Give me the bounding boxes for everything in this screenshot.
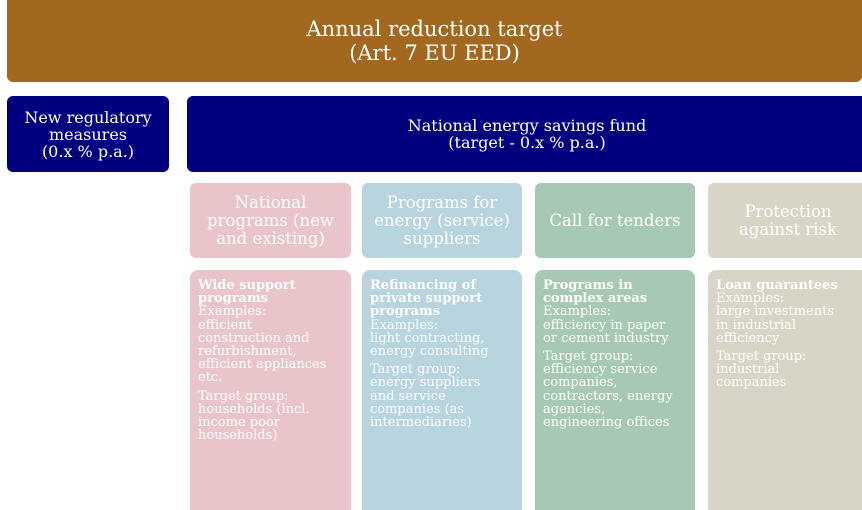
savings-fund-box: National energy savings fund (target - 0.… [187, 96, 862, 172]
example-line: etc. [198, 370, 223, 386]
example-line: Examples: [543, 304, 612, 320]
detail-title: Refinancing of private support programs [370, 279, 516, 319]
header-line: suppliers [403, 228, 481, 248]
title-line: complex areas [543, 291, 648, 307]
text-line: measures [48, 124, 128, 144]
example-line: efficiency in paper [543, 317, 666, 333]
column-header: Call for tenders [535, 183, 695, 258]
column-header: Programs for energy (service) suppliers [362, 183, 522, 258]
target-line: households) [198, 428, 278, 444]
target-line: income poor [198, 415, 280, 431]
example-line: energy consulting [370, 344, 489, 360]
title-line: Loan guarantees [716, 278, 838, 293]
target-line: agencies, [543, 401, 606, 417]
target-line: intermediaries) [370, 415, 472, 431]
target-line: energy suppliers [370, 375, 481, 391]
text-line: National energy savings fund [407, 116, 647, 135]
target-line: efficiency service [543, 362, 658, 378]
text-line: (Art. 7 EU EED) [349, 41, 520, 65]
reduction-target-banner: Annual reduction target (Art. 7 EU EED) [7, 0, 862, 82]
header-line: energy (service) [374, 210, 510, 230]
column-detail: Wide support programs Examples: efficient co… [190, 270, 351, 510]
target-line: companies [716, 375, 787, 391]
header-line: National [234, 192, 307, 212]
examples: Examples: light contracting, energy consul… [370, 317, 516, 360]
target-group: Target group: industrial companies [716, 350, 862, 390]
example-line: Examples: [370, 317, 439, 333]
example-line: or cement industry [543, 330, 669, 346]
title-line: Programs in [543, 278, 633, 293]
example-line: efficiency [716, 330, 780, 346]
example-line: large investments [716, 304, 835, 320]
column-header: Protection against risk [708, 183, 862, 258]
example-line: in industrial [716, 317, 797, 333]
regulatory-measures-box: New regulatory measures (0.x % p.a.) [7, 96, 169, 172]
detail-title: Wide support programs [198, 278, 345, 307]
example-line: light contracting, [370, 330, 485, 346]
example-line: Examples: [198, 304, 267, 320]
header-line: Programs for [386, 192, 498, 212]
text-line: Annual reduction target [306, 17, 563, 41]
target-line: Target group: [370, 362, 461, 378]
header-line: Call for tenders [549, 210, 681, 230]
title-line: private support [370, 291, 483, 307]
text-line: (target - 0.x % p.a.) [448, 133, 606, 152]
header-line: against risk [738, 219, 838, 239]
target-line: engineering offices [543, 415, 670, 431]
target-line: Target group: [543, 349, 634, 365]
column-header: National programs (new and existing) [190, 183, 351, 258]
title-line: programs [198, 291, 269, 307]
detail-title: Programs in complex areas [543, 278, 689, 307]
column-detail: Loan guarantees Examples: large investment… [708, 270, 862, 510]
column-detail: Programs in complex areas Examples: efficie… [535, 270, 695, 510]
target-line: and service [370, 388, 446, 404]
example-line: efficient appliances [198, 357, 327, 373]
target-line: Target group: [716, 349, 807, 365]
target-group: Target group: households (incl. income poo… [198, 388, 345, 444]
header-line: programs (new [207, 210, 334, 230]
target-line: industrial [716, 362, 780, 378]
example-line: construction and [198, 330, 310, 346]
title-line: programs [370, 304, 441, 320]
header-line: Protection [744, 201, 832, 221]
target-group: Target group: energy suppliers and service… [370, 363, 516, 429]
target-line: Target group: [198, 388, 289, 404]
target-line: contractors, energy [543, 388, 673, 404]
example-line: efficient [198, 317, 252, 333]
target-line: companies, [543, 375, 618, 391]
examples: Examples: large investments in industrial e… [716, 292, 862, 345]
header-line: and existing) [216, 228, 325, 248]
title-line: Refinancing of [370, 278, 477, 293]
column-detail: Refinancing of private support programs Exa… [362, 270, 522, 510]
examples: Examples: efficient construction and refurb… [198, 305, 345, 384]
text-line: (0.x % p.a.) [41, 141, 135, 161]
target-line: households (incl. [198, 401, 310, 417]
examples: Examples: efficiency in paper or cement in… [543, 305, 689, 345]
example-line: refurbishment, [198, 344, 297, 360]
target-group: Target group: efficiency service companies… [543, 350, 689, 429]
detail-title: Loan guarantees [716, 279, 862, 292]
text-line: New regulatory [24, 107, 152, 127]
title-line: Wide support [198, 278, 296, 293]
example-line: Examples: [716, 291, 785, 307]
target-line: companies (as [370, 401, 465, 417]
